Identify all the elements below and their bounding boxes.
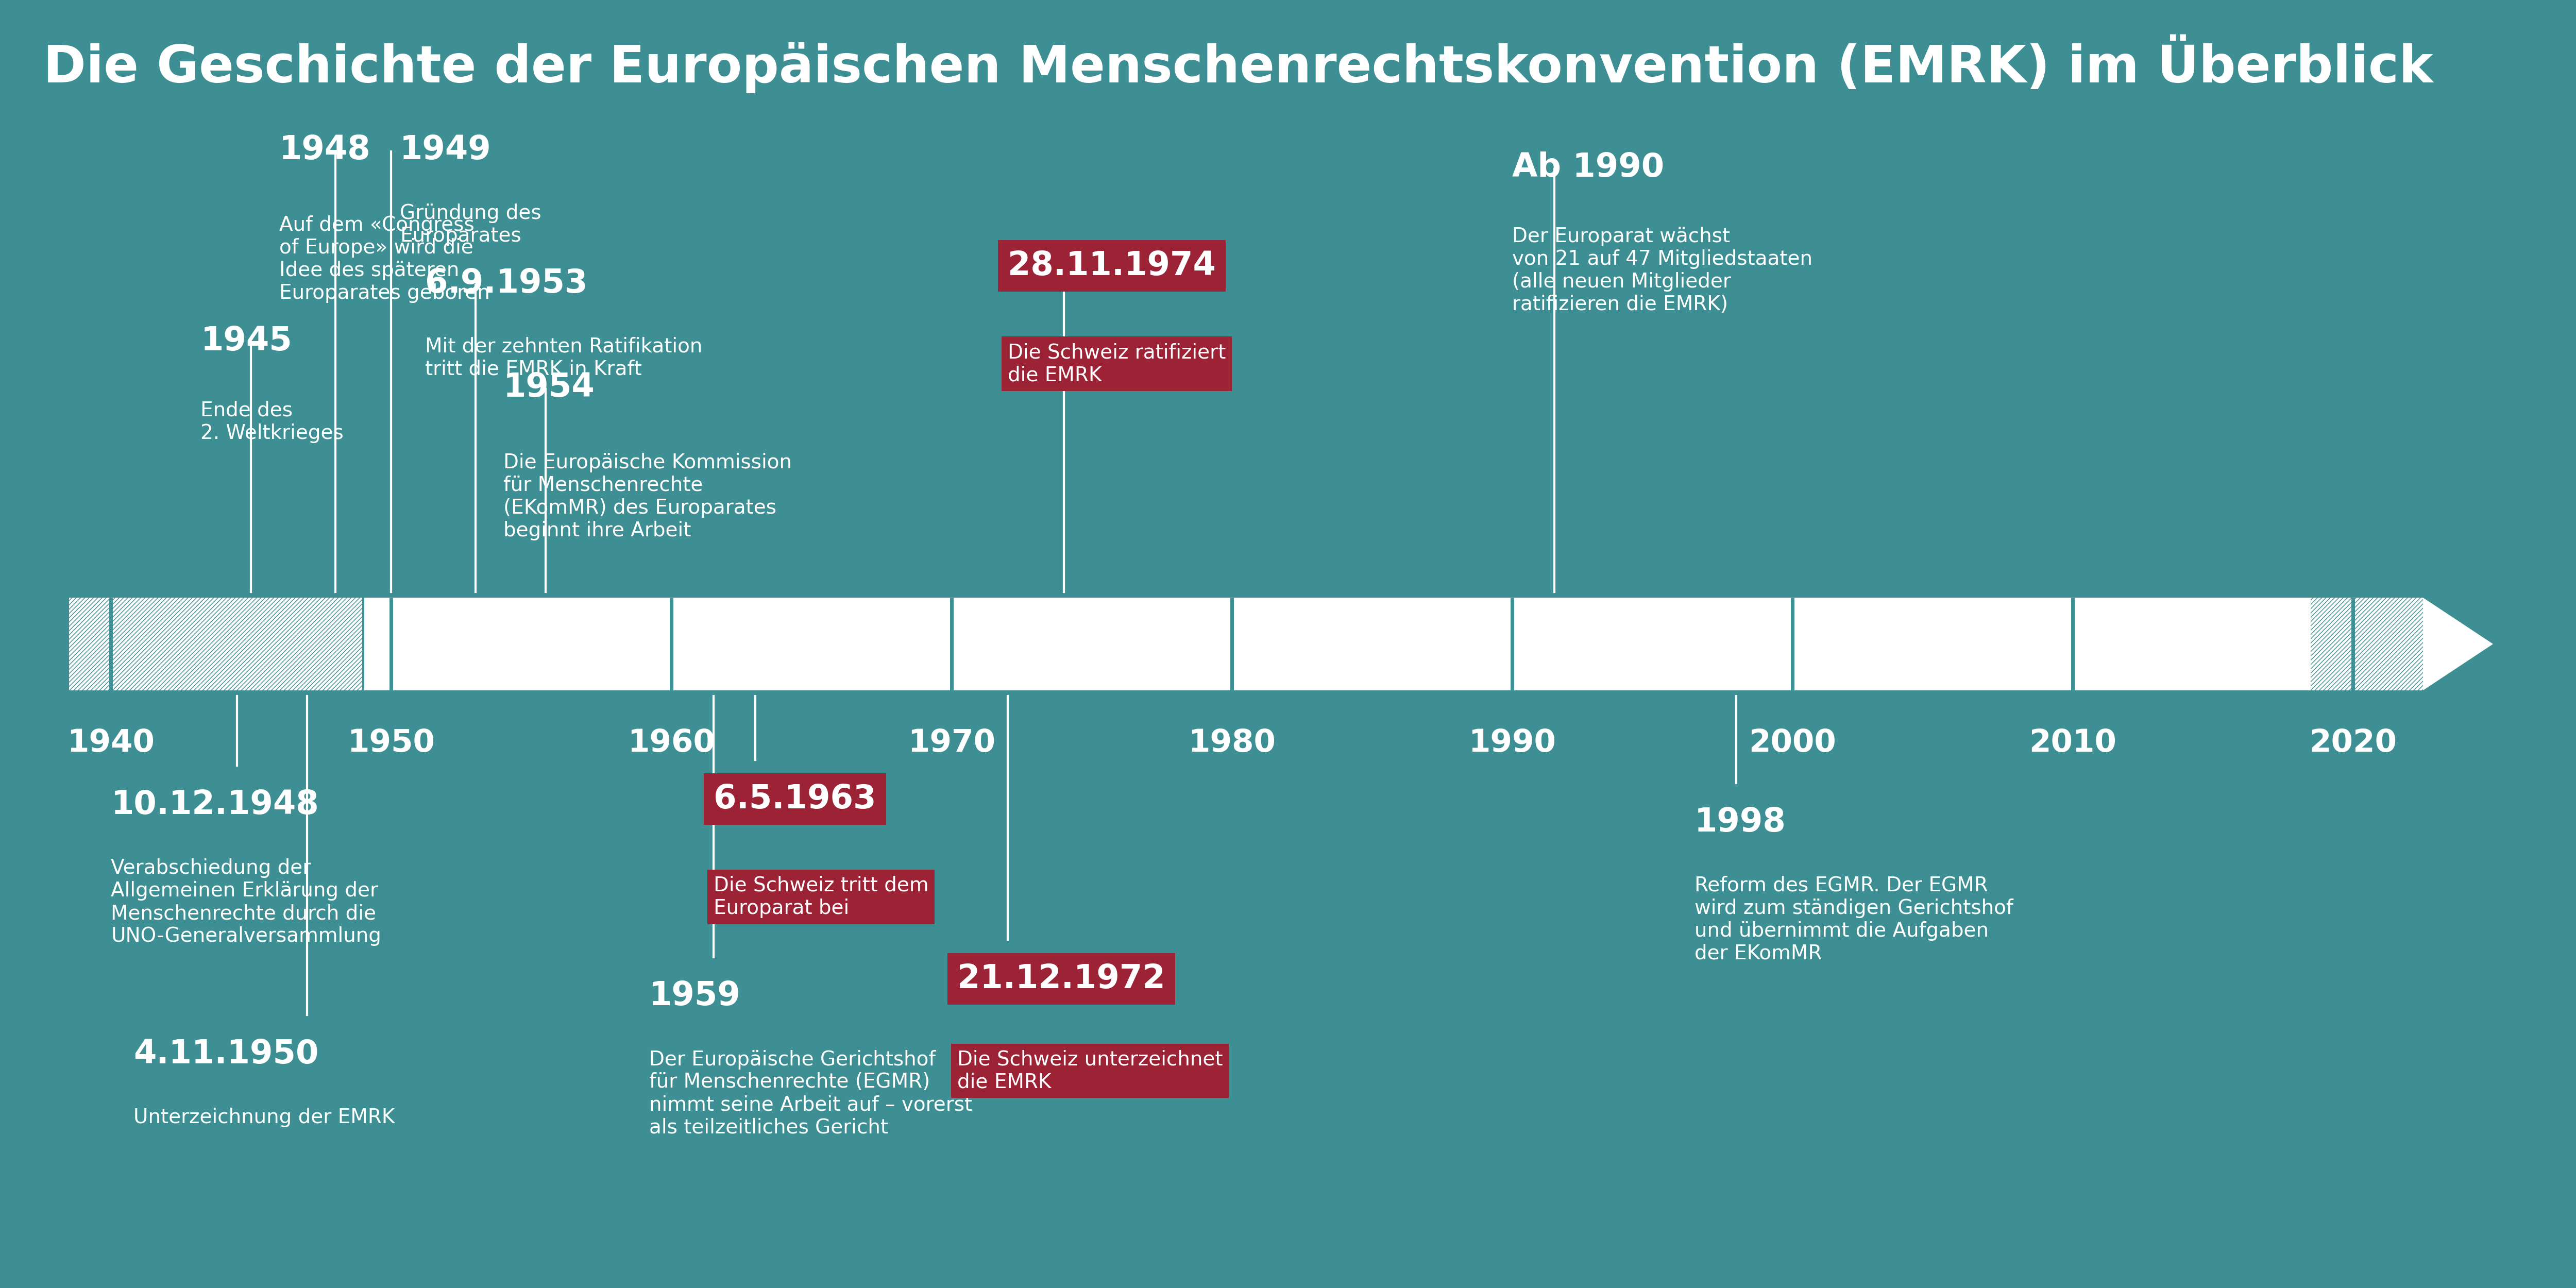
Text: 1945: 1945 xyxy=(201,325,291,357)
Text: Der Europäische Gerichtshof
für Menschenrechte (EGMR)
nimmt seine Arbeit auf – v: Der Europäische Gerichtshof für Menschen… xyxy=(649,1050,971,1137)
Text: 6.9.1953: 6.9.1953 xyxy=(425,267,587,299)
Text: 1940: 1940 xyxy=(67,728,155,759)
Polygon shape xyxy=(2424,598,2494,690)
Text: Die Schweiz unterzeichnet
die EMRK: Die Schweiz unterzeichnet die EMRK xyxy=(958,1050,1224,1092)
Text: Mit der zehnten Ratifikation
tritt die EMRK in Kraft: Mit der zehnten Ratifikation tritt die E… xyxy=(425,336,703,379)
Text: 1980: 1980 xyxy=(1188,728,1275,759)
Text: Reform des EGMR. Der EGMR
wird zum ständigen Gerichtshof
und übernimmt die Aufga: Reform des EGMR. Der EGMR wird zum ständ… xyxy=(1695,876,2012,963)
Text: 21.12.1972: 21.12.1972 xyxy=(958,963,1164,994)
Bar xyxy=(70,598,363,690)
Text: 6.5.1963: 6.5.1963 xyxy=(714,783,876,815)
Text: 1960: 1960 xyxy=(629,728,716,759)
Text: 2000: 2000 xyxy=(1749,728,1837,759)
Text: Der Europarat wächst
von 21 auf 47 Mitgliedstaaten
(alle neuen Mitglieder
ratifi: Der Europarat wächst von 21 auf 47 Mitgl… xyxy=(1512,227,1814,314)
Text: 1970: 1970 xyxy=(907,728,994,759)
Text: 10.12.1948: 10.12.1948 xyxy=(111,788,319,820)
Text: 28.11.1974: 28.11.1974 xyxy=(1007,250,1216,282)
Text: 1998: 1998 xyxy=(1695,806,1785,838)
Text: 1990: 1990 xyxy=(1468,728,1556,759)
Bar xyxy=(70,598,2424,690)
Text: Verabschiedung der
Allgemeinen Erklärung der
Menschenrechte durch die
UNO-Genera: Verabschiedung der Allgemeinen Erklärung… xyxy=(111,858,381,945)
Text: Die Geschichte der Europäischen Menschenrechtskonvention (EMRK) im Überblick: Die Geschichte der Europäischen Menschen… xyxy=(44,35,2434,94)
Text: Unterzeichnung der EMRK: Unterzeichnung der EMRK xyxy=(134,1108,394,1127)
Text: 2010: 2010 xyxy=(2030,728,2117,759)
Text: 1949: 1949 xyxy=(399,134,492,166)
Text: Ende des
2. Weltkrieges: Ende des 2. Weltkrieges xyxy=(201,401,343,443)
Text: Auf dem «Congress
of Europe» wird die
Idee des späteren
Europarates geboren: Auf dem «Congress of Europe» wird die Id… xyxy=(278,215,489,303)
Text: 1948: 1948 xyxy=(278,134,371,166)
Text: Ab 1990: Ab 1990 xyxy=(1512,151,1664,183)
Text: Die Schweiz tritt dem
Europarat bei: Die Schweiz tritt dem Europarat bei xyxy=(714,876,930,918)
Text: 2020: 2020 xyxy=(2308,728,2396,759)
Text: 1959: 1959 xyxy=(649,980,742,1012)
Text: 1954: 1954 xyxy=(502,371,595,403)
Text: Die Europäische Kommission
für Menschenrechte
(EKomMR) des Europarates
beginnt i: Die Europäische Kommission für Menschenr… xyxy=(502,452,791,541)
Text: 1950: 1950 xyxy=(348,728,435,759)
Text: Gründung des
Europarates: Gründung des Europarates xyxy=(399,204,541,246)
Text: 4.11.1950: 4.11.1950 xyxy=(134,1038,319,1070)
Text: Die Schweiz ratifiziert
die EMRK: Die Schweiz ratifiziert die EMRK xyxy=(1007,343,1226,385)
Bar xyxy=(2311,598,2424,690)
